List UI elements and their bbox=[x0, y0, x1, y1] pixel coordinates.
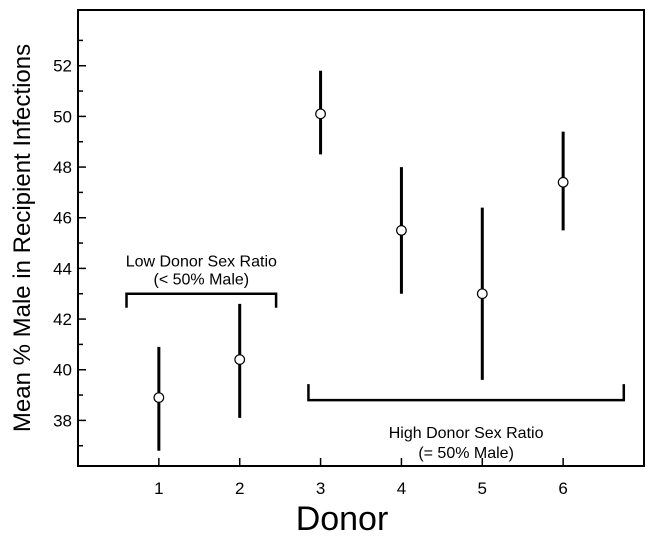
y-tick-label: 40 bbox=[53, 361, 72, 380]
y-tick-label: 48 bbox=[53, 158, 72, 177]
y-tick-label: 38 bbox=[53, 411, 72, 430]
group-brackets: Low Donor Sex Ratio(< 50% Male) High Dono… bbox=[125, 254, 626, 462]
data-point bbox=[396, 224, 407, 236]
y-axis: 38 40 42 44 46 48 50 52 bbox=[53, 39, 86, 447]
y-tick-label: 42 bbox=[53, 310, 72, 329]
group-label: High Donor Sex Ratio bbox=[389, 425, 544, 442]
y-tick-label: 46 bbox=[53, 209, 72, 228]
data-point bbox=[476, 288, 488, 300]
group-bracket bbox=[307, 384, 626, 402]
y-axis-title: Mean % Male in Recipient Infections bbox=[9, 44, 36, 432]
x-tick-label: 4 bbox=[397, 479, 406, 498]
data-point bbox=[153, 392, 165, 404]
data-point bbox=[234, 354, 246, 366]
group-bracket bbox=[125, 292, 278, 308]
x-tick-label: 5 bbox=[478, 479, 487, 498]
group-label: Low Donor Sex Ratio bbox=[126, 254, 277, 271]
x-tick-label: 3 bbox=[316, 479, 325, 498]
data-point bbox=[557, 176, 569, 188]
y-tick-label: 44 bbox=[53, 259, 72, 278]
group-label-detail: (= 50% Male) bbox=[418, 445, 514, 462]
data-point bbox=[315, 108, 326, 120]
x-tick-label: 6 bbox=[558, 479, 567, 498]
y-tick-label: 50 bbox=[53, 107, 72, 126]
x-axis-title: Donor bbox=[296, 500, 389, 537]
group-label-detail: (< 50% Male) bbox=[154, 272, 250, 289]
x-tick-label: 2 bbox=[235, 479, 244, 498]
y-tick-label: 52 bbox=[53, 57, 72, 76]
data-marks bbox=[153, 70, 569, 451]
x-axis: 1 2 3 4 5 6 bbox=[154, 458, 568, 498]
plot-frame bbox=[77, 9, 645, 467]
x-tick-label: 1 bbox=[154, 479, 163, 498]
